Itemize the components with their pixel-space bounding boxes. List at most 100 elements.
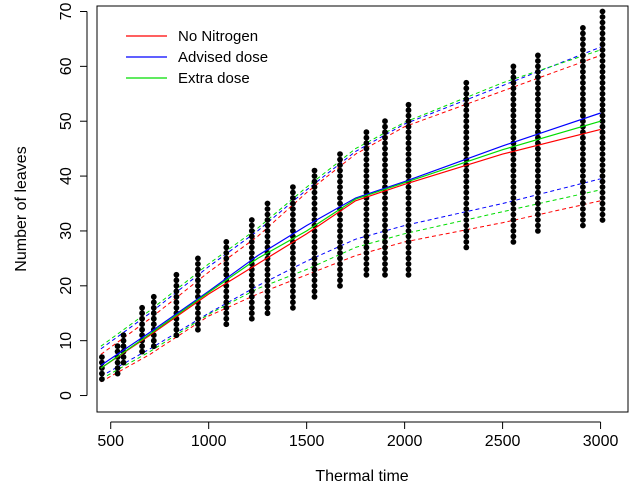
data-point xyxy=(382,173,388,180)
data-point xyxy=(405,184,412,191)
data-point xyxy=(150,310,157,317)
data-point xyxy=(311,211,318,218)
data-point xyxy=(248,261,255,267)
data-point xyxy=(150,299,157,306)
data-point xyxy=(337,250,343,256)
data-point xyxy=(382,151,388,158)
data-point xyxy=(535,195,541,201)
data-point xyxy=(264,293,271,300)
data-point xyxy=(264,310,271,317)
data-point xyxy=(382,206,388,212)
data-point xyxy=(139,304,146,311)
data-point xyxy=(363,167,370,174)
data-point xyxy=(363,228,370,234)
data-point xyxy=(463,123,470,130)
data-point xyxy=(405,195,412,201)
data-point xyxy=(599,30,606,37)
data-point xyxy=(382,195,388,201)
band-lower-0 xyxy=(100,200,601,383)
data-point xyxy=(510,85,517,92)
data-point xyxy=(363,206,370,212)
data-point xyxy=(337,239,343,245)
x-tick-label: 1000 xyxy=(191,433,227,450)
legend-label: No Nitrogen xyxy=(178,28,258,45)
data-point xyxy=(382,129,388,136)
data-point xyxy=(290,266,296,273)
data-point xyxy=(599,162,606,169)
data-point xyxy=(463,178,470,185)
data-point xyxy=(510,118,517,125)
data-point xyxy=(510,162,517,169)
data-point xyxy=(120,343,127,350)
plot-frame xyxy=(96,5,629,413)
data-point xyxy=(463,239,470,245)
data-point xyxy=(195,321,201,328)
data-point xyxy=(382,134,388,141)
data-point xyxy=(510,217,517,223)
data-point xyxy=(599,123,606,130)
data-point xyxy=(580,200,586,207)
x-tick-label: 1500 xyxy=(289,433,325,450)
data-point xyxy=(580,79,586,86)
data-point xyxy=(264,200,271,207)
data-point xyxy=(337,151,343,158)
data-point xyxy=(510,222,517,229)
data-point xyxy=(290,244,296,251)
data-point xyxy=(363,255,370,262)
data-point xyxy=(535,101,541,108)
data-point xyxy=(173,299,180,306)
band-upper-2 xyxy=(100,49,601,347)
data-point xyxy=(405,222,412,229)
data-point xyxy=(248,250,255,256)
data-point xyxy=(382,271,388,278)
data-point xyxy=(290,217,296,223)
data-point xyxy=(337,189,343,196)
y-axis: 0 10 20 30 40 50 60 70 xyxy=(58,3,88,400)
data-point xyxy=(114,370,121,377)
data-point xyxy=(463,173,470,180)
data-point xyxy=(223,271,230,278)
data-point xyxy=(248,293,255,300)
data-point xyxy=(599,217,606,223)
data-point xyxy=(290,200,296,207)
data-point xyxy=(463,228,470,234)
data-point xyxy=(114,343,121,350)
data-point xyxy=(382,156,388,163)
data-point xyxy=(311,282,318,289)
x-axis-label: Thermal time xyxy=(315,468,408,485)
data-point xyxy=(290,250,296,256)
data-point xyxy=(599,200,606,207)
data-point xyxy=(337,255,343,262)
data-point xyxy=(337,173,343,180)
data-point xyxy=(405,228,412,234)
data-point xyxy=(311,288,318,295)
data-point xyxy=(599,47,606,53)
data-point xyxy=(139,321,146,328)
series-line-0 xyxy=(100,128,601,369)
data-point xyxy=(580,96,586,103)
data-point xyxy=(405,261,412,267)
data-point xyxy=(510,178,517,185)
data-point xyxy=(363,178,370,185)
data-point xyxy=(150,304,157,311)
data-point xyxy=(173,293,180,300)
data-point xyxy=(463,233,470,240)
data-point xyxy=(248,228,255,234)
data-point xyxy=(510,156,517,163)
data-point xyxy=(382,167,388,174)
data-point xyxy=(510,134,517,141)
data-point xyxy=(382,250,388,256)
data-point xyxy=(311,173,318,180)
data-point xyxy=(248,288,255,295)
data-point xyxy=(337,195,343,201)
series-line-1 xyxy=(100,112,601,366)
data-point xyxy=(264,266,271,273)
data-point xyxy=(99,376,105,382)
data-point xyxy=(173,271,180,278)
data-point xyxy=(173,277,180,284)
data-point xyxy=(248,277,255,284)
data-point xyxy=(599,90,606,97)
data-point xyxy=(363,233,370,240)
data-point xyxy=(599,14,606,20)
data-point xyxy=(535,217,541,223)
